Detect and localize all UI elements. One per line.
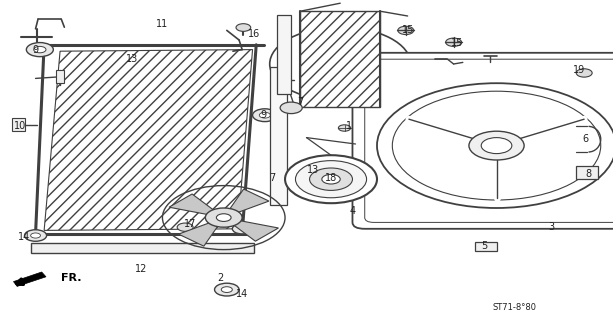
Text: 13: 13 <box>306 164 319 175</box>
Bar <box>576 166 598 179</box>
Circle shape <box>310 168 352 190</box>
Text: 15: 15 <box>402 25 414 36</box>
Text: ST71-8°80: ST71-8°80 <box>493 303 537 312</box>
Circle shape <box>322 174 340 184</box>
Text: 18: 18 <box>325 172 337 183</box>
Circle shape <box>216 214 231 221</box>
Polygon shape <box>44 50 253 230</box>
Bar <box>56 70 64 83</box>
Circle shape <box>270 27 411 101</box>
Text: 11: 11 <box>156 19 169 29</box>
Circle shape <box>322 168 333 174</box>
FancyBboxPatch shape <box>352 53 613 229</box>
Circle shape <box>469 131 524 160</box>
Circle shape <box>221 287 232 292</box>
Circle shape <box>576 69 592 77</box>
Circle shape <box>253 109 277 122</box>
Text: 5: 5 <box>481 241 487 252</box>
Text: FR.: FR. <box>61 273 82 284</box>
Text: 14: 14 <box>18 232 31 242</box>
Circle shape <box>280 102 302 114</box>
Circle shape <box>25 230 47 241</box>
Circle shape <box>285 155 377 203</box>
Circle shape <box>338 125 351 131</box>
Text: 12: 12 <box>135 264 147 274</box>
Circle shape <box>34 46 46 53</box>
Text: 4: 4 <box>349 206 356 216</box>
Bar <box>300 11 380 107</box>
Text: 8: 8 <box>585 169 592 180</box>
Polygon shape <box>230 189 269 212</box>
Circle shape <box>398 26 414 35</box>
Text: 7: 7 <box>270 172 276 183</box>
Circle shape <box>31 233 40 238</box>
Text: 1: 1 <box>346 121 352 132</box>
Polygon shape <box>234 221 278 241</box>
Circle shape <box>236 24 251 31</box>
Text: 10: 10 <box>13 121 26 132</box>
Circle shape <box>26 43 53 57</box>
Text: 3: 3 <box>549 222 555 232</box>
Text: 13: 13 <box>126 54 138 64</box>
Text: 19: 19 <box>573 65 585 76</box>
Text: 17: 17 <box>184 219 196 229</box>
Bar <box>475 242 497 251</box>
Text: 9: 9 <box>32 44 39 55</box>
Circle shape <box>306 46 374 82</box>
Text: 9: 9 <box>261 110 267 120</box>
Circle shape <box>446 38 462 46</box>
Bar <box>31 243 254 253</box>
Circle shape <box>259 112 270 118</box>
Circle shape <box>215 283 239 296</box>
Text: 6: 6 <box>582 134 588 144</box>
Bar <box>270 67 287 205</box>
Polygon shape <box>169 194 214 214</box>
Circle shape <box>481 138 512 154</box>
Text: 16: 16 <box>248 28 261 39</box>
Polygon shape <box>13 272 46 286</box>
Text: 14: 14 <box>236 289 248 300</box>
Text: 7: 7 <box>297 97 303 108</box>
Text: 2: 2 <box>218 273 224 284</box>
Circle shape <box>177 223 193 231</box>
Polygon shape <box>178 223 218 246</box>
Circle shape <box>295 161 367 198</box>
Circle shape <box>205 208 242 227</box>
Bar <box>12 118 25 131</box>
Text: 15: 15 <box>451 38 463 48</box>
Bar <box>277 15 291 94</box>
Circle shape <box>232 224 252 234</box>
